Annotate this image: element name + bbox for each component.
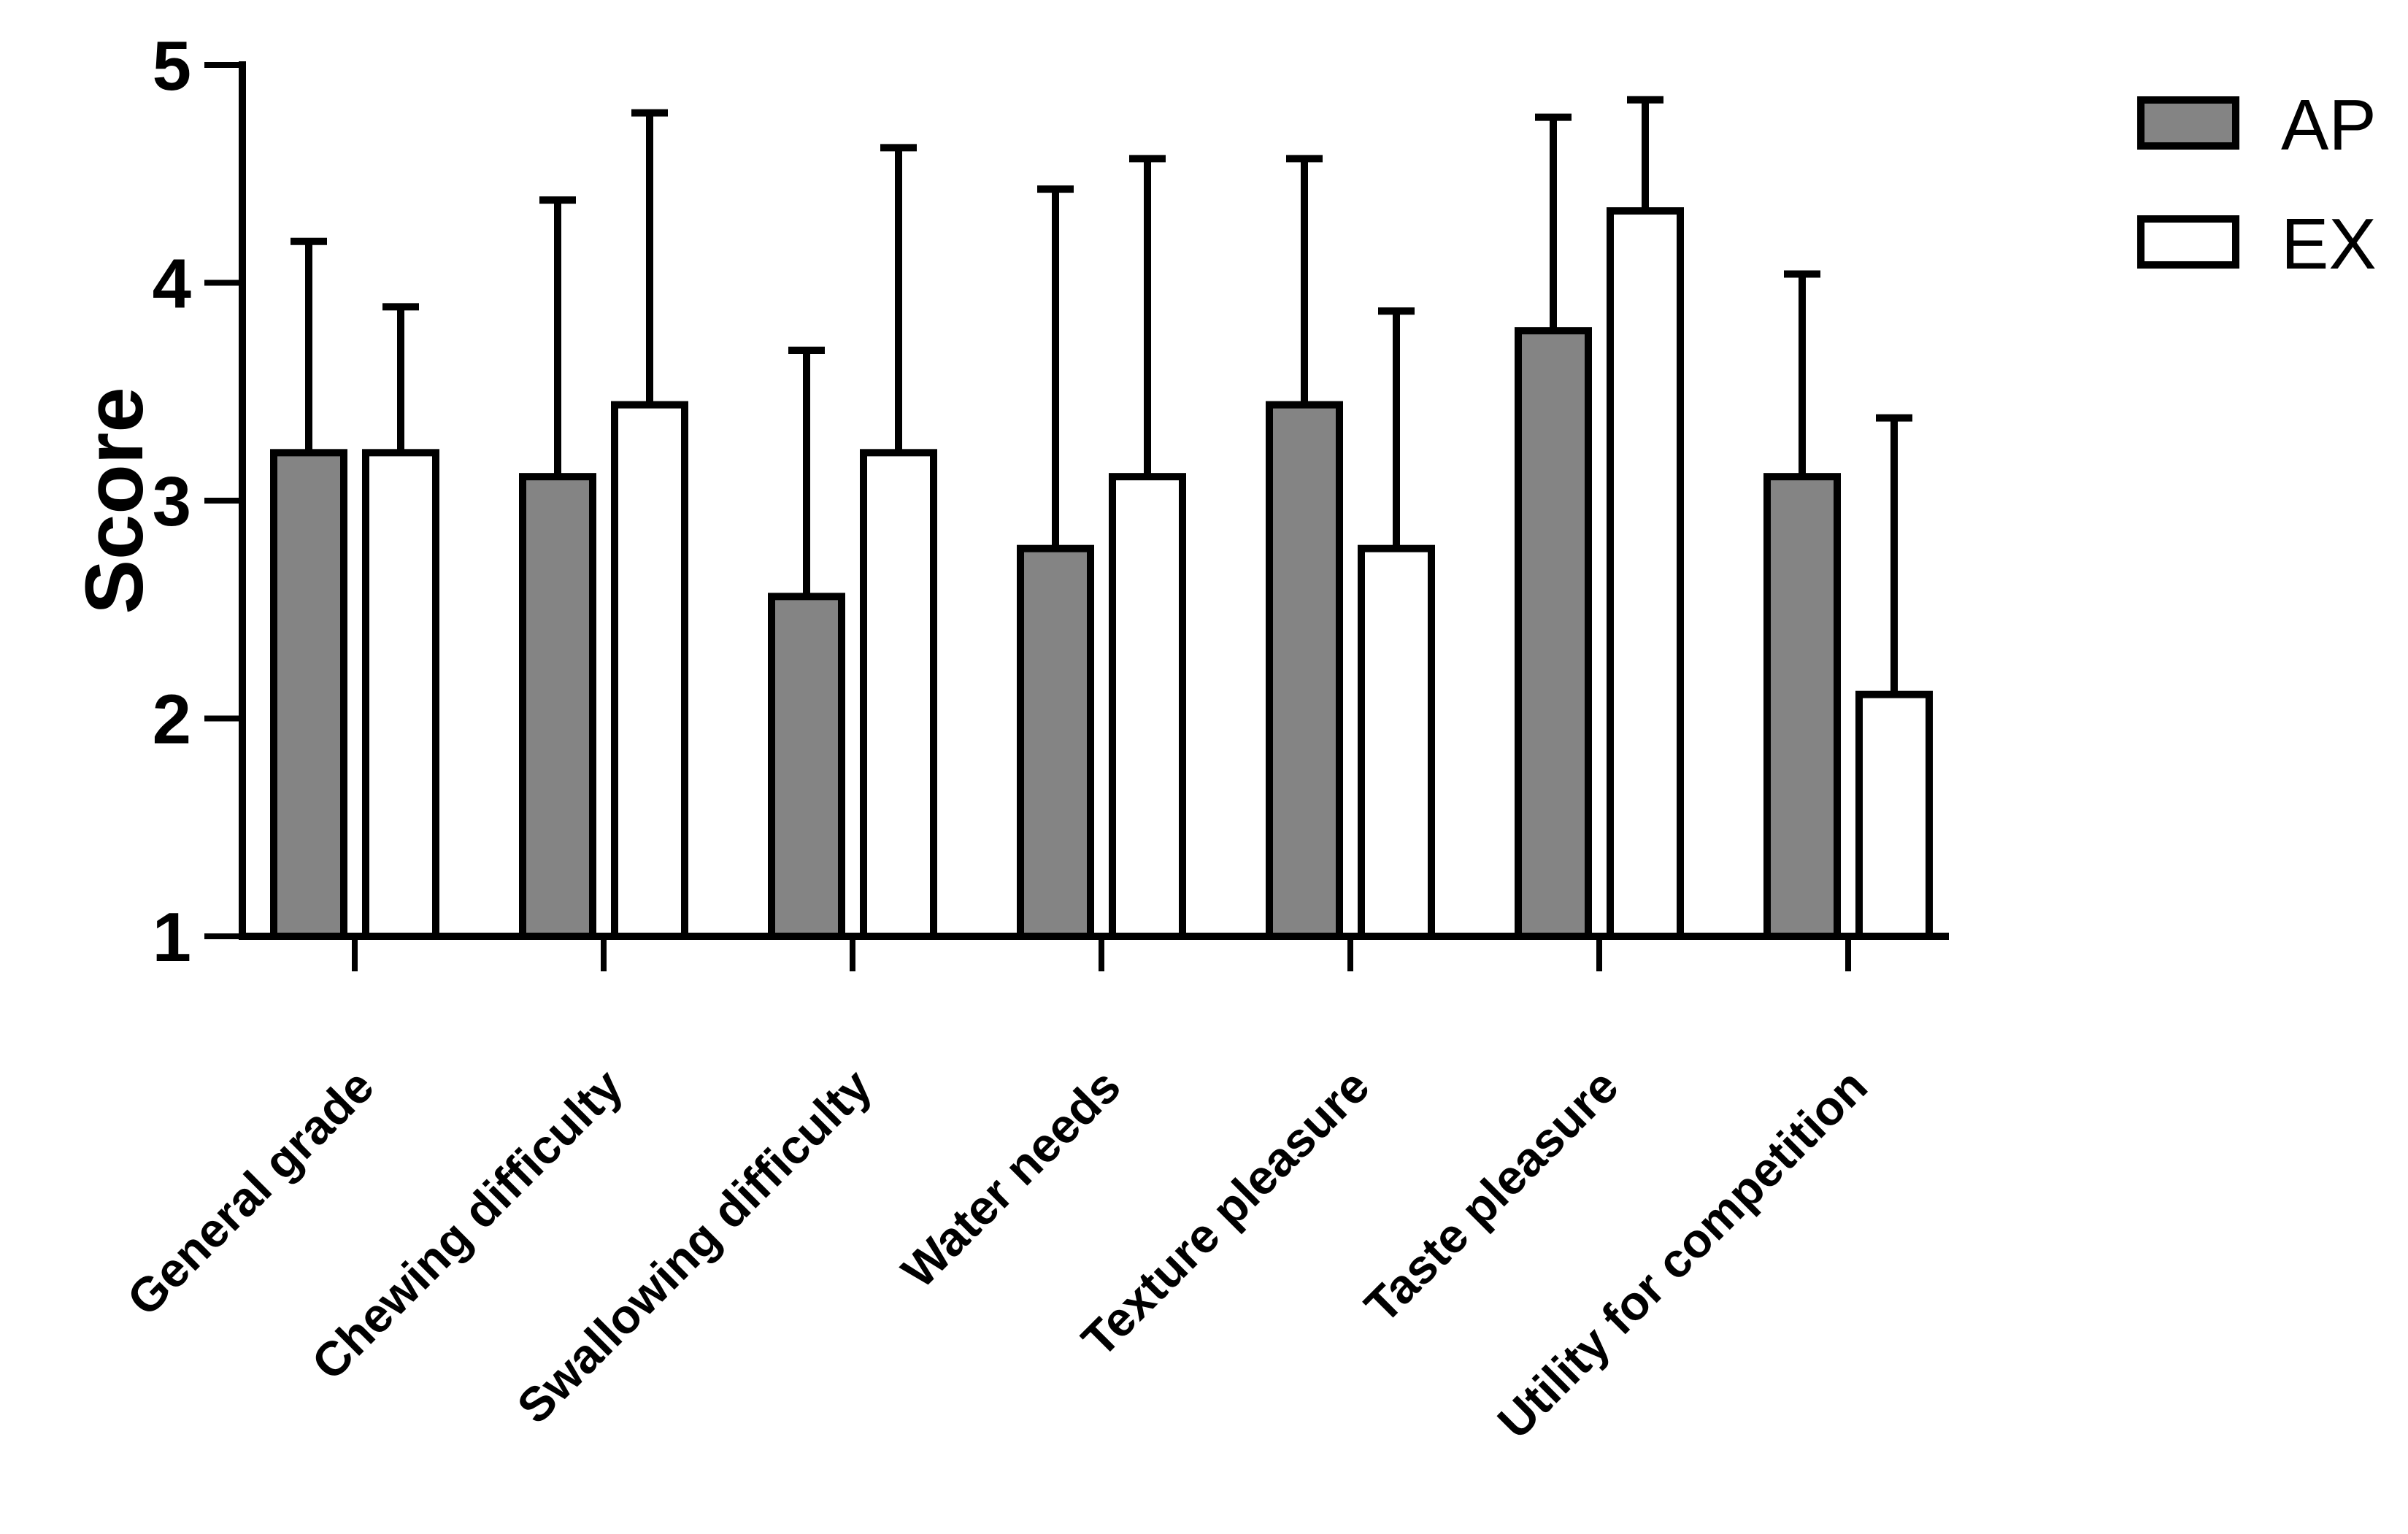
y-tick-label-5: 5 <box>153 27 191 105</box>
bar-ap-1 <box>519 473 596 940</box>
bar-ap-0 <box>270 449 347 940</box>
bar-ex-4 <box>1358 544 1435 940</box>
bar-ap-4 <box>1266 401 1343 940</box>
x-category-label-3: Water needs <box>891 1059 1131 1298</box>
y-tick-label-3: 3 <box>153 463 191 541</box>
y-tick-label-2: 2 <box>153 681 191 759</box>
legend-label-ap: AP <box>2281 85 2377 165</box>
x-category-label-5: Taste pleasure <box>1354 1059 1628 1333</box>
bar-ex-3 <box>1109 473 1186 940</box>
y-tick-label-4: 4 <box>153 245 191 323</box>
y-axis-title: Score <box>69 387 160 614</box>
bar-ex-0 <box>362 449 439 940</box>
bar-ap-5 <box>1515 327 1592 941</box>
bar-ap-2 <box>768 593 845 941</box>
y-tick-label-1: 1 <box>153 898 191 976</box>
legend-label-ex: EX <box>2281 204 2377 284</box>
x-category-label-0: General grade <box>117 1059 384 1326</box>
bar-ex-6 <box>1855 690 1933 940</box>
bar-ex-2 <box>860 449 937 940</box>
bar-ap-3 <box>1017 544 1094 940</box>
bar-ex-5 <box>1607 207 1684 940</box>
bar-ex-1 <box>611 401 688 940</box>
bar-ap-6 <box>1763 473 1841 940</box>
legend-swatch-ex <box>2137 215 2239 269</box>
legend-swatch-ap <box>2137 96 2239 150</box>
